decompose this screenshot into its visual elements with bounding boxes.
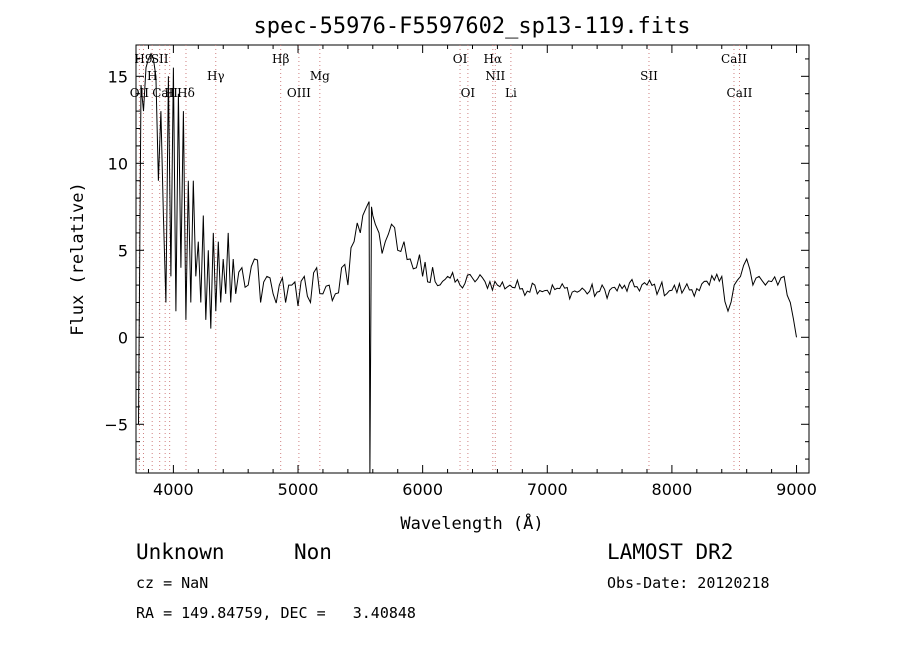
marker-label: OI	[453, 52, 468, 66]
marker-label: NII	[485, 69, 505, 83]
marker-label: SII	[151, 52, 169, 66]
x-axis-label: Wavelength (Å)	[400, 512, 543, 534]
obs-date: Obs-Date: 20120218	[607, 574, 770, 592]
y-tick-label: −5	[104, 415, 128, 434]
y-tick-label: 5	[118, 241, 128, 260]
spectrum-line	[138, 52, 797, 474]
y-axis-label: Flux (relative)	[68, 182, 88, 336]
marker-label: SII	[640, 69, 658, 83]
marker-label: Hβ	[272, 52, 289, 66]
marker-label: OII	[130, 86, 150, 100]
marker-label: Li	[505, 86, 517, 100]
x-tick-label: 4000	[153, 480, 194, 499]
object-class: Unknown	[136, 540, 225, 564]
plot-frame	[135, 44, 810, 474]
marker-label: Hα	[484, 52, 503, 66]
marker-label: H9	[134, 52, 152, 66]
marker-label: CaII	[727, 86, 753, 100]
marker-label: H	[164, 86, 174, 100]
marker-label: Hδ	[177, 86, 195, 100]
y-tick-label: 0	[118, 328, 128, 347]
coordinates: RA = 149.84759, DEC = 3.40848	[136, 604, 416, 622]
chart-title: spec-55976-F5597602_sp13-119.fits	[253, 14, 690, 39]
redshift-value: cz = NaN	[136, 574, 209, 592]
x-tick-label: 9000	[776, 480, 817, 499]
marker-label: CaII	[721, 52, 747, 66]
marker-label: CaII	[152, 86, 178, 100]
x-tick-label: 8000	[652, 480, 693, 499]
axis-ticks: 4000 5000 6000 7000 8000 9000 −5 0 5 10 15	[104, 45, 817, 499]
y-tick-label: 15	[108, 67, 128, 86]
y-tick-label: 10	[108, 154, 128, 173]
x-tick-label: 6000	[402, 480, 443, 499]
marker-label: OIII	[287, 86, 311, 100]
object-subclass: Non	[294, 540, 332, 564]
x-tick-label: 5000	[278, 480, 319, 499]
x-tick-label: 7000	[527, 480, 568, 499]
marker-label: OI	[461, 86, 476, 100]
marker-label: H	[147, 69, 157, 83]
marker-label: Hγ	[207, 69, 225, 83]
survey-name: LAMOST DR2	[607, 540, 734, 564]
marker-label: Mg	[310, 69, 330, 83]
